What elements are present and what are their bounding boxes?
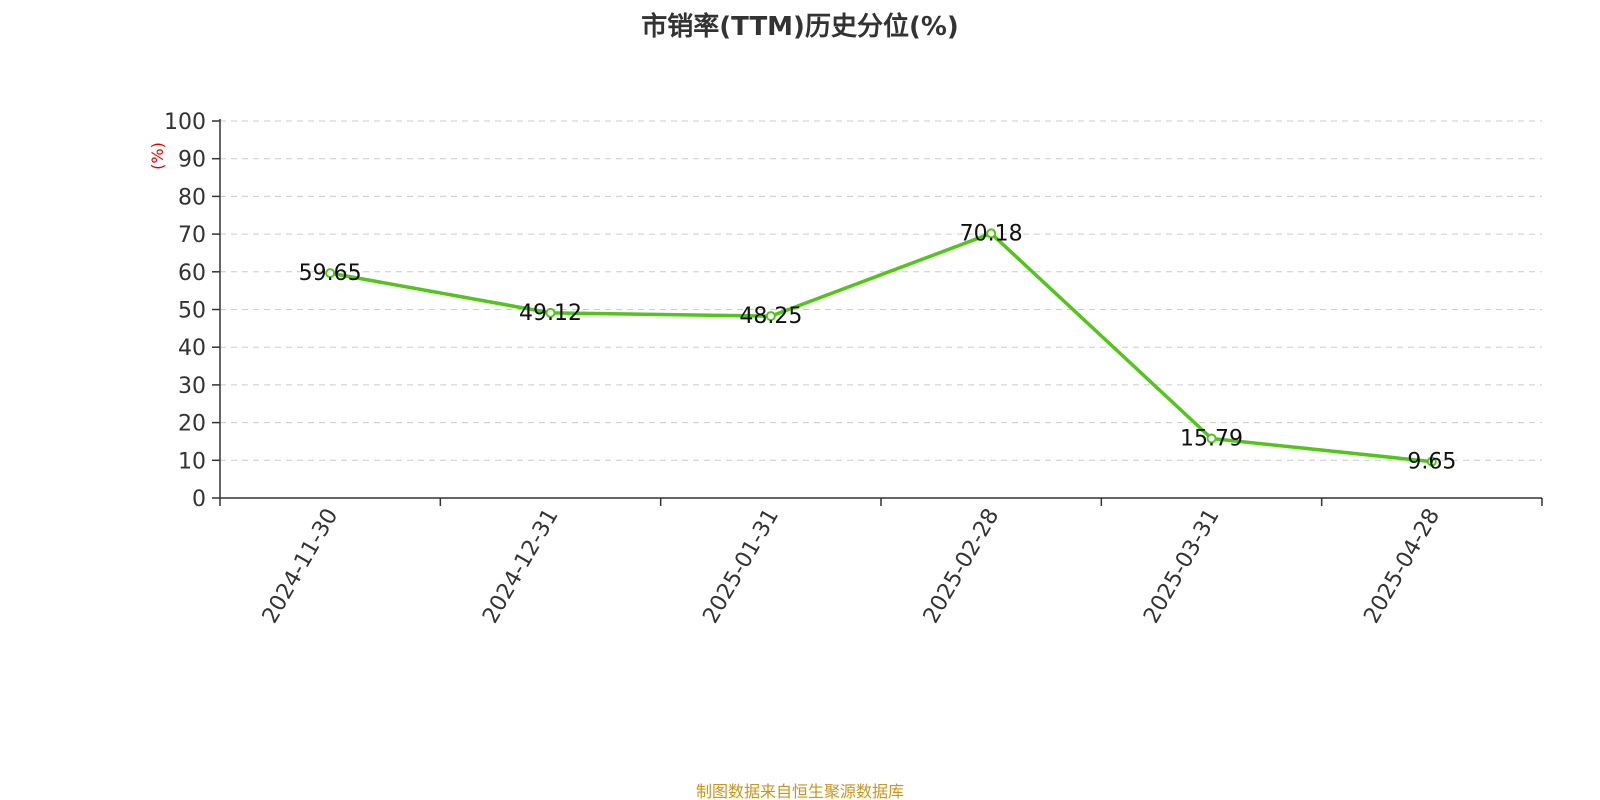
data-point: [545, 307, 556, 318]
data-label: 48.25: [739, 304, 802, 329]
x-tick-label: 2025-04-28: [1359, 505, 1445, 628]
label-layer: 59.65 49.12 48.25 70.18 15.79 9.65: [299, 221, 1457, 474]
y-tick-label: 90: [178, 148, 206, 173]
data-label: 15.79: [1180, 426, 1243, 451]
grid-layer: [220, 120, 1542, 461]
y-tick-label: 50: [178, 299, 206, 324]
chart-title: 市销率(TTM)历史分位(%): [641, 12, 959, 42]
data-label: 9.65: [1407, 450, 1456, 475]
y-axis-label: (%): [148, 142, 167, 170]
x-tick-label: 2024-11-30: [258, 505, 344, 628]
x-tick-label: 2025-01-31: [698, 505, 784, 628]
data-point: [1206, 433, 1217, 444]
x-tick-label: 2025-02-28: [919, 505, 1005, 628]
y-tick-label: 60: [178, 261, 206, 286]
data-label: 59.65: [299, 261, 362, 286]
y-tick-label: 10: [178, 449, 206, 474]
y-tick-label: 20: [178, 412, 206, 437]
axis-layer: 0 10 20 30 40 50 60 70 80 90 100 (%) 2024-11-30 2024-…: [148, 110, 1543, 628]
data-point: [986, 228, 997, 239]
data-point: [765, 311, 776, 322]
data-point: [1426, 456, 1437, 467]
data-label: 49.12: [519, 301, 582, 326]
series-line: [329, 231, 1433, 464]
data-point: [325, 268, 336, 279]
x-tick-label: 2024-12-31: [478, 505, 564, 628]
y-tick-label: 100: [164, 110, 206, 135]
y-tick-label: 0: [192, 487, 206, 512]
data-source-note: 制图数据来自恒生聚源数据库: [695, 782, 904, 800]
y-tick-label: 30: [178, 374, 206, 399]
y-tick-label: 70: [178, 223, 206, 248]
y-tick-label: 80: [178, 185, 206, 210]
data-label: 70.18: [960, 221, 1023, 246]
y-tick-label: 40: [178, 336, 206, 361]
x-tick-label: 2025-03-31: [1139, 505, 1225, 628]
series-layer: [325, 228, 1437, 467]
